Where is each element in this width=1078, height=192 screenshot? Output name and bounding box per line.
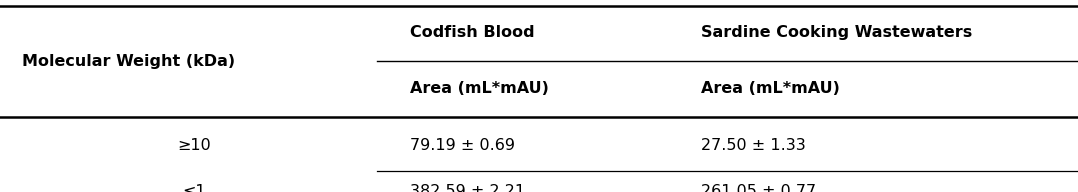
Text: Sardine Cooking Wastewaters: Sardine Cooking Wastewaters xyxy=(701,25,972,40)
Text: ≤1: ≤1 xyxy=(182,185,206,192)
Text: 382.59 ± 2.21: 382.59 ± 2.21 xyxy=(410,185,525,192)
Text: 79.19 ± 0.69: 79.19 ± 0.69 xyxy=(410,138,514,153)
Text: 27.50 ± 1.33: 27.50 ± 1.33 xyxy=(701,138,805,153)
Text: Codfish Blood: Codfish Blood xyxy=(410,25,535,40)
Text: 261.05 ± 0.77: 261.05 ± 0.77 xyxy=(701,185,816,192)
Text: ≥10: ≥10 xyxy=(177,138,211,153)
Text: Area (mL*mAU): Area (mL*mAU) xyxy=(701,81,840,96)
Text: Molecular Weight (kDa): Molecular Weight (kDa) xyxy=(22,54,235,69)
Text: Area (mL*mAU): Area (mL*mAU) xyxy=(410,81,549,96)
